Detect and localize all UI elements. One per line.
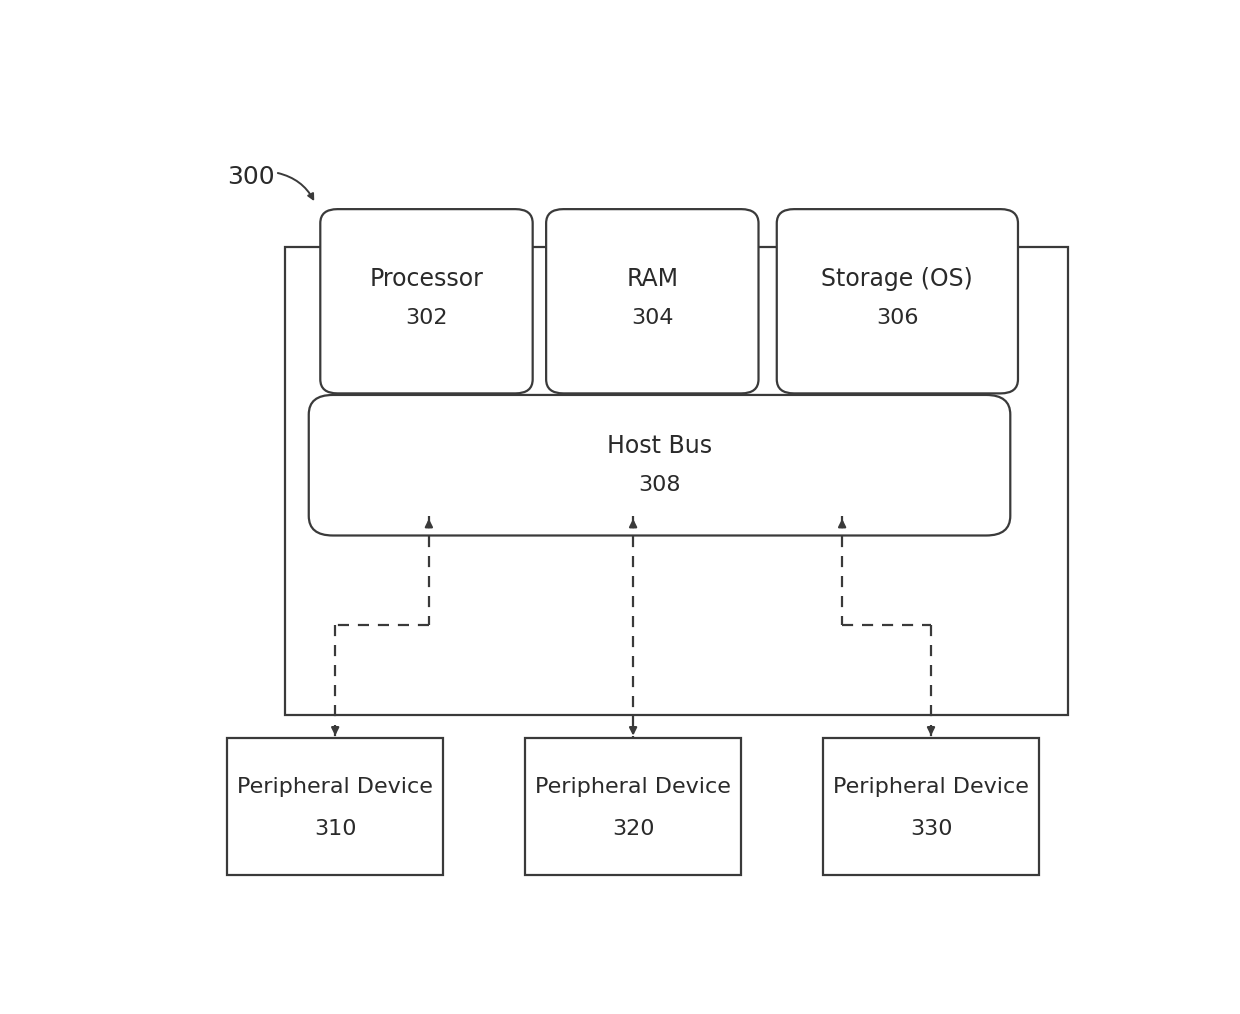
Text: 300: 300 bbox=[227, 164, 275, 189]
Text: 330: 330 bbox=[910, 818, 952, 839]
Text: 301: 301 bbox=[655, 305, 698, 325]
Text: 302: 302 bbox=[405, 308, 448, 329]
FancyBboxPatch shape bbox=[546, 209, 759, 393]
FancyBboxPatch shape bbox=[320, 209, 533, 393]
FancyBboxPatch shape bbox=[285, 246, 1068, 715]
Text: 320: 320 bbox=[611, 818, 655, 839]
Text: Host Bus: Host Bus bbox=[606, 434, 712, 457]
Text: Peripheral Device: Peripheral Device bbox=[536, 778, 732, 797]
Text: 306: 306 bbox=[877, 308, 919, 329]
Text: Host Device: Host Device bbox=[605, 270, 748, 294]
FancyBboxPatch shape bbox=[823, 738, 1039, 875]
Text: 310: 310 bbox=[314, 818, 356, 839]
Text: Storage (OS): Storage (OS) bbox=[821, 268, 973, 291]
FancyBboxPatch shape bbox=[525, 738, 742, 875]
FancyBboxPatch shape bbox=[227, 738, 444, 875]
Text: Peripheral Device: Peripheral Device bbox=[833, 778, 1029, 797]
Text: 304: 304 bbox=[631, 308, 673, 329]
Text: 308: 308 bbox=[639, 475, 681, 495]
Text: Processor: Processor bbox=[370, 268, 484, 291]
FancyBboxPatch shape bbox=[776, 209, 1018, 393]
Text: Peripheral Device: Peripheral Device bbox=[237, 778, 433, 797]
FancyBboxPatch shape bbox=[309, 394, 1011, 535]
Text: RAM: RAM bbox=[626, 268, 678, 291]
